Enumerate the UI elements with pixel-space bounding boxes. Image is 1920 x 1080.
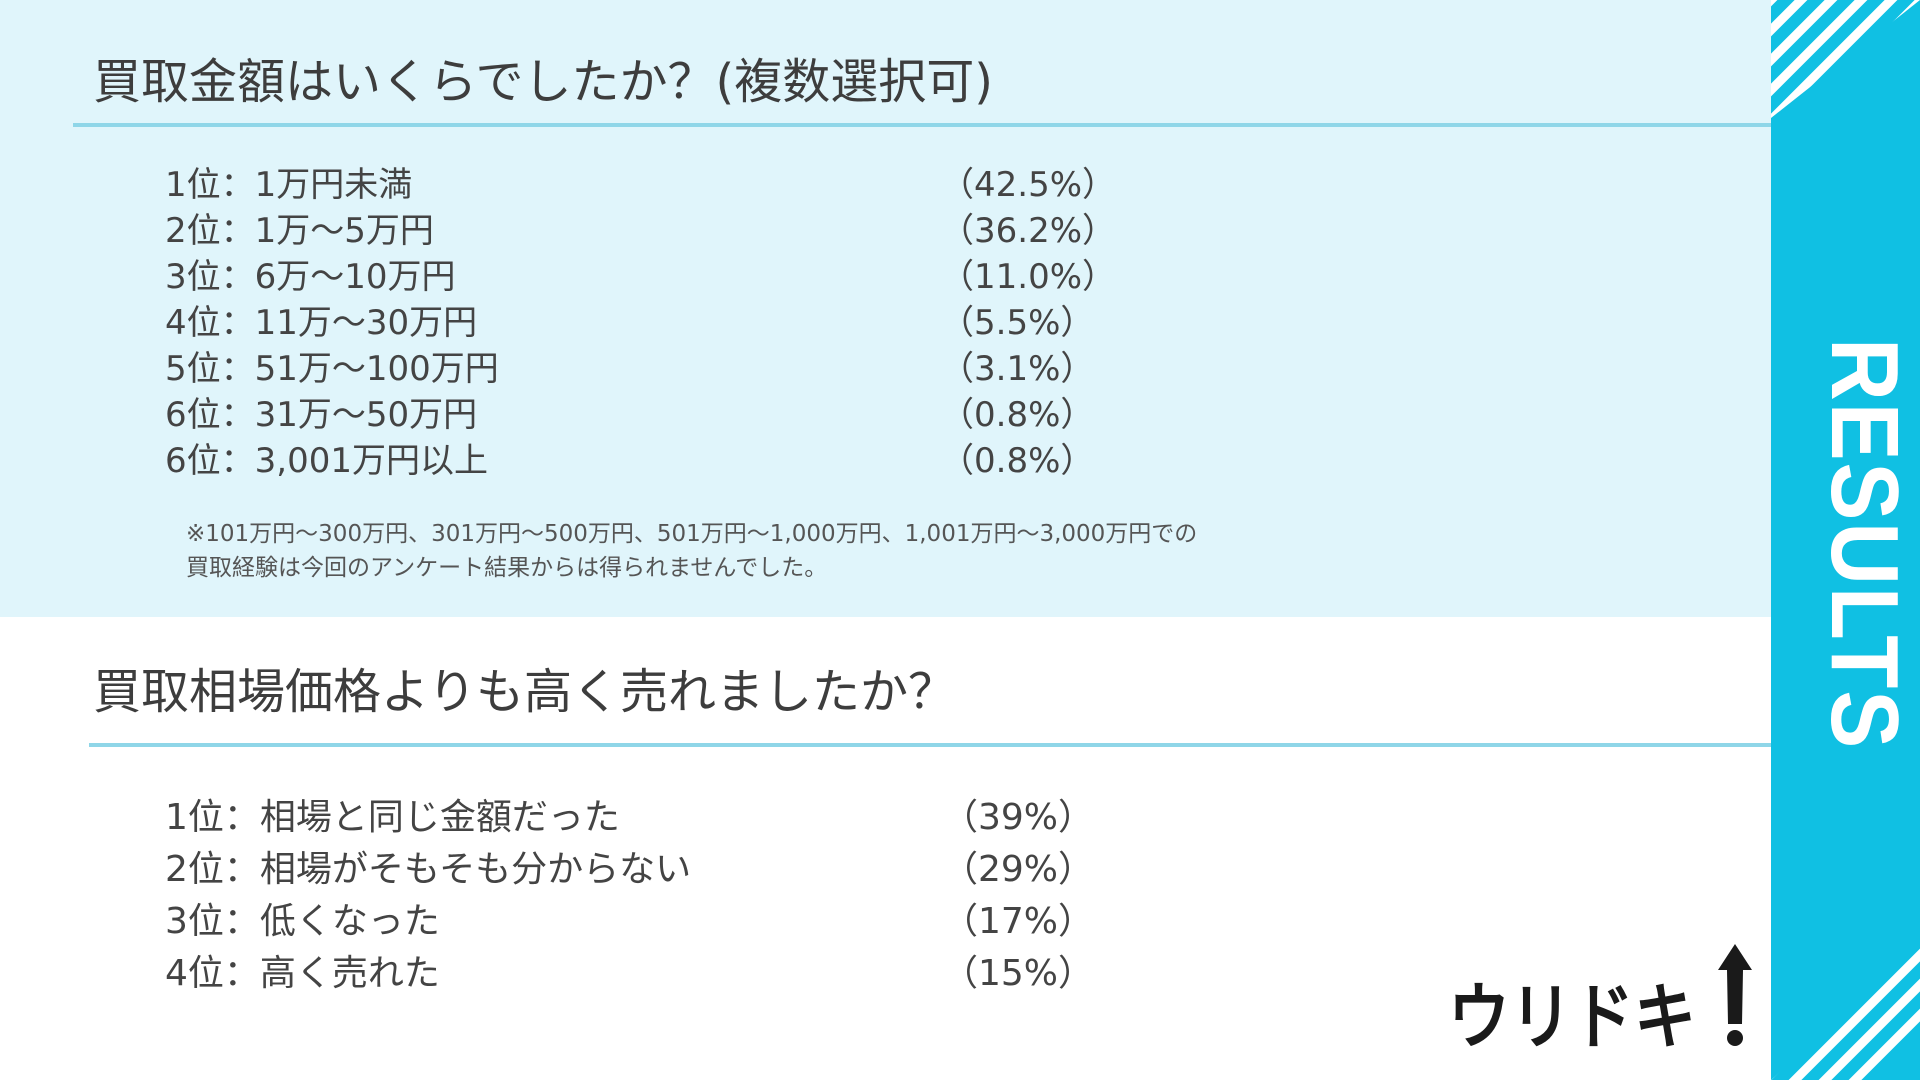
rank-percent: （42.5%） [940, 165, 1117, 205]
diagonal-stripes-top [1771, 0, 1920, 118]
top-section-background [0, 0, 1771, 617]
rank-label: 6位：31万～50万円 [165, 395, 478, 435]
ranking-row: 3位：低くなった （17%） [165, 896, 1165, 948]
section2-ranking-list: 1位：相場と同じ金額だった （39%） 2位：相場がそもそも分からない （29%） … [165, 792, 1165, 1000]
section1-title: 買取金額はいくらでしたか？(複数選択可) [93, 54, 994, 110]
section2-divider [89, 743, 1771, 747]
ranking-row: 1位：1万円未満 （42.5%） [165, 162, 1165, 208]
results-vertical-label: RESULTS [1811, 338, 1918, 750]
rank-percent: （0.8%） [940, 441, 1095, 481]
rank-label: 2位：1万～5万円 [165, 211, 434, 251]
rank-label: 1位：1万円未満 [165, 165, 413, 205]
rank-label: 6位：3,001万円以上 [165, 441, 488, 481]
rank-percent: （5.5%） [940, 303, 1095, 343]
logo-text: ウリドキ [1448, 975, 1696, 1050]
rank-percent: （11.0%） [940, 257, 1117, 297]
ranking-row: 2位：1万～5万円 （36.2%） [165, 208, 1165, 254]
rank-label: 5位：51万～100万円 [165, 349, 499, 389]
ranking-row: 5位：51万～100万円 （3.1%） [165, 346, 1165, 392]
rank-percent: （17%） [942, 901, 1095, 942]
rank-percent: （39%） [942, 797, 1095, 838]
ranking-row: 6位：3,001万円以上 （0.8%） [165, 438, 1165, 484]
rank-percent: （15%） [942, 953, 1095, 994]
section2-title: 買取相場価格よりも高く売れましたか？ [93, 664, 957, 720]
rank-percent: （29%） [942, 849, 1095, 890]
footnote-line: ※101万円～300万円、301万円～500万円、501万円～1,000万円、1… [186, 521, 1198, 547]
rank-label: 3位：6万～10万円 [165, 257, 456, 297]
rank-label: 4位：11万～30万円 [165, 303, 478, 343]
rank-label: 3位：低くなった [165, 901, 440, 942]
rank-label: 2位：相場がそもそも分からない [165, 849, 692, 890]
rank-percent: （3.1%） [940, 349, 1095, 389]
ranking-row: 4位：高く売れた （15%） [165, 948, 1165, 1000]
results-sidebar [1771, 0, 1920, 1080]
arrow-up-icon [1718, 944, 1752, 1046]
section1-ranking-list: 1位：1万円未満 （42.5%） 2位：1万～5万円 （36.2%） 3位：6万～1… [165, 162, 1165, 484]
ranking-row: 4位：11万～30万円 （5.5%） [165, 300, 1165, 346]
ranking-row: 3位：6万～10万円 （11.0%） [165, 254, 1165, 300]
section1-divider [73, 123, 1771, 127]
ranking-row: 1位：相場と同じ金額だった （39%） [165, 792, 1165, 844]
rank-label: 4位：高く売れた [165, 953, 440, 994]
ranking-row: 6位：31万～50万円 （0.8%） [165, 392, 1165, 438]
uridoki-logo: ウリドキ [1448, 944, 1752, 1050]
rank-label: 1位：相場と同じ金額だった [165, 797, 620, 838]
rank-percent: （36.2%） [940, 211, 1117, 251]
rank-percent: （0.8%） [940, 395, 1095, 435]
results-label-text: RESULTS [1811, 338, 1918, 750]
footnote-line: 買取経験は今回のアンケート結果からは得られませんでした。 [186, 555, 828, 581]
diagonal-stripes-bottom [1771, 944, 1920, 1080]
ranking-row: 2位：相場がそもそも分からない （29%） [165, 844, 1165, 896]
section1-footnote: ※101万円～300万円、301万円～500万円、501万円～1,000万円、1… [186, 517, 1197, 585]
